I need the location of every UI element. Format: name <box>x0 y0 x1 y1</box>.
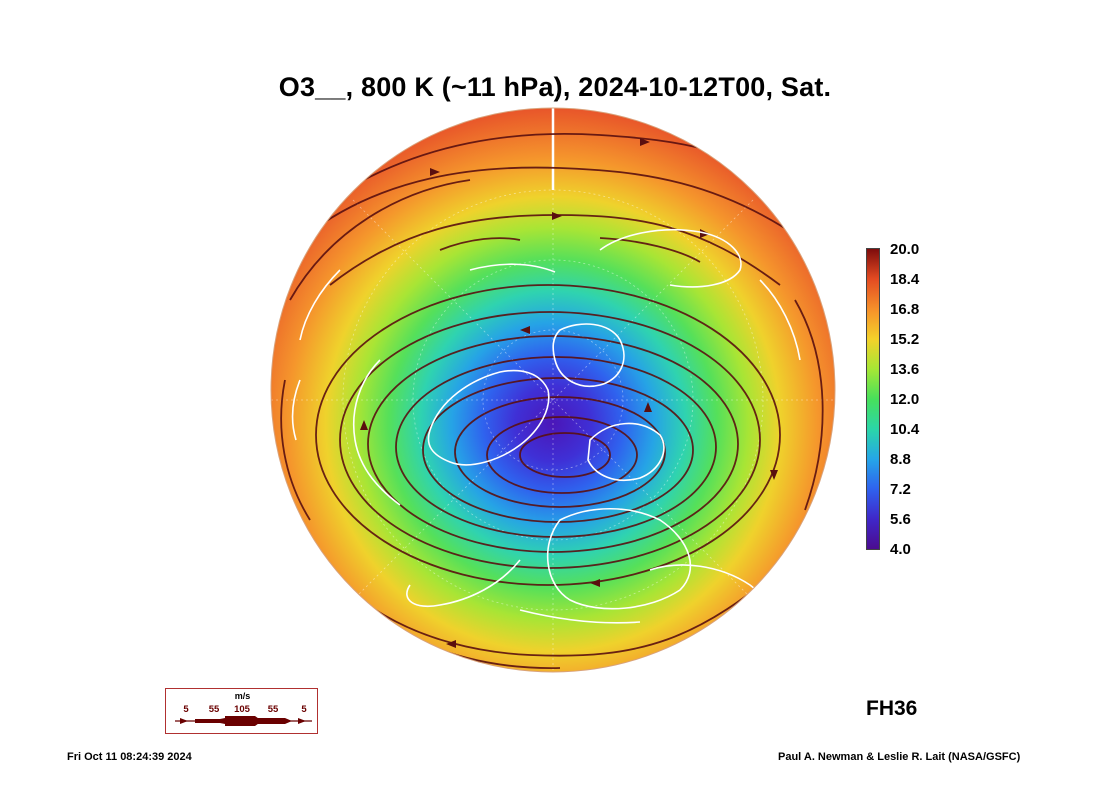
colorbar <box>866 248 880 550</box>
coastlines <box>291 228 801 633</box>
wind-legend-value: 105 <box>234 704 250 715</box>
wind-legend-unit: m/s <box>234 691 251 701</box>
wind-legend-arrows <box>175 716 312 726</box>
colorbar-label: 5.6 <box>890 511 911 528</box>
wind-legend: m/s 5 55 105 55 5 <box>165 688 318 734</box>
map-border <box>270 107 836 673</box>
colorbar-label: 16.8 <box>890 301 920 318</box>
footer-credit: Paul A. Newman & Leslie R. Lait (NASA/GS… <box>778 751 1021 763</box>
wind-legend-value: 5 <box>183 704 189 715</box>
colorbar-label: 10.4 <box>890 421 920 438</box>
colorbar-label: 8.8 <box>890 451 911 468</box>
wind-legend-value: 55 <box>208 704 220 715</box>
colorbar-label: 13.6 <box>890 361 920 378</box>
wind-legend-value: 55 <box>267 704 279 715</box>
colorbar-label: 12.0 <box>890 391 920 408</box>
colorbar-label: 18.4 <box>890 271 920 288</box>
colorbar-label: 15.2 <box>890 331 920 348</box>
colorbar-label: 7.2 <box>890 481 911 498</box>
map-title: O3__, 800 K (~11 hPa), 2024-10-12T00, Sa… <box>278 72 832 102</box>
forecast-hour: FH36 <box>866 697 918 720</box>
colorbar-label: 4.0 <box>890 541 911 558</box>
wind-legend-value: 5 <box>301 704 307 715</box>
colorbar-label: 20.0 <box>890 241 920 258</box>
footer-timestamp: Fri Oct 11 08:24:39 2024 <box>67 751 192 763</box>
ozone-field <box>271 108 835 672</box>
